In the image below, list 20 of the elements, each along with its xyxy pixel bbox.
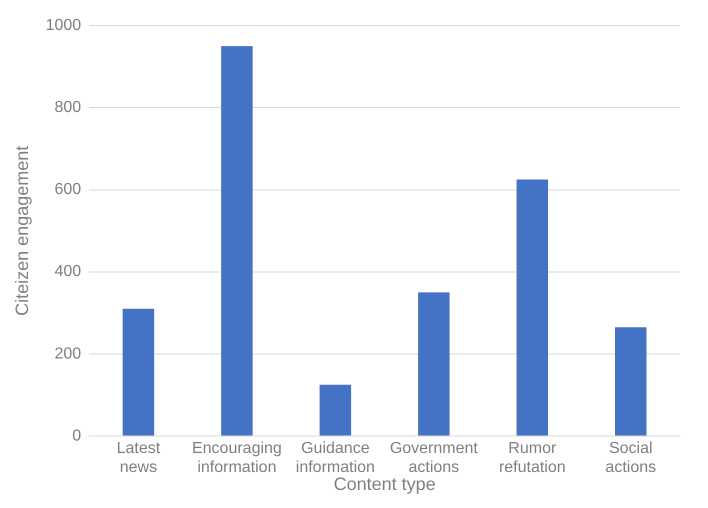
bar (615, 327, 647, 436)
bar (320, 384, 352, 436)
x-tick-label: Government actions (390, 440, 478, 476)
bar (516, 180, 548, 436)
x-tick-label: Encouraging information (192, 440, 282, 476)
y-axis-title: Citeizen engagement (12, 146, 32, 316)
y-tick-label: 400 (54, 263, 82, 280)
y-tick-label: 600 (54, 181, 82, 198)
x-tick-label: Rumor refutation (498, 440, 566, 476)
y-tick-label: 800 (54, 99, 82, 116)
x-tick-label: Latest news (116, 440, 161, 476)
x-axis-title: Content type (334, 474, 436, 494)
bar (122, 308, 154, 436)
x-tick-label: Guidance information (296, 440, 375, 476)
y-tick-label: 0 (72, 427, 82, 444)
y-tick-label: 1000 (46, 17, 82, 34)
x-tick-label: Social actions (605, 440, 656, 476)
bar (418, 292, 450, 436)
y-tick-label: 200 (54, 345, 82, 362)
bar (221, 46, 253, 436)
